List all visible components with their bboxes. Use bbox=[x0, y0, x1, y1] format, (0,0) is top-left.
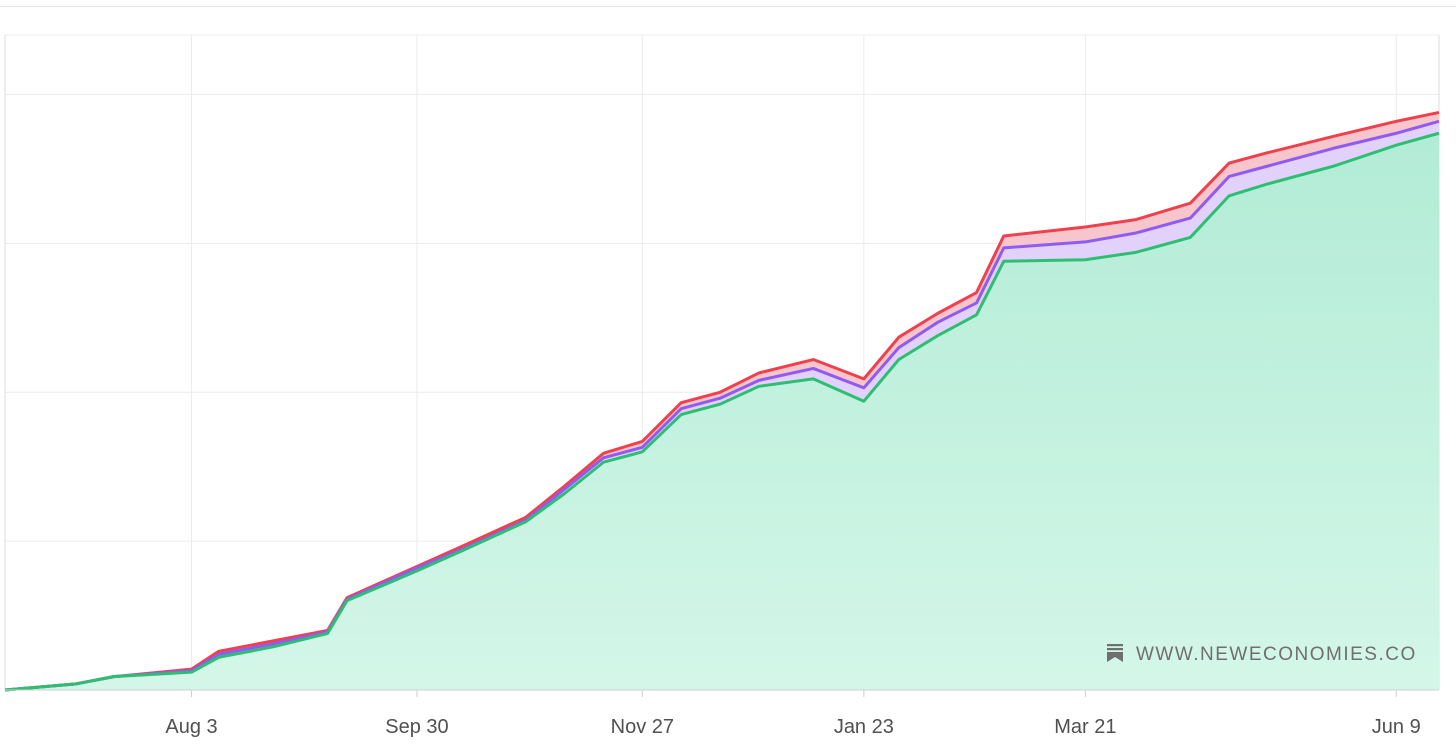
x-tick-label: Aug 3 bbox=[165, 716, 217, 738]
x-axis: Aug 3 Sep 30 Nov 27 Jan 23 Mar 21 Jun 9 bbox=[5, 689, 1439, 738]
x-tick-label: Sep 30 bbox=[385, 716, 448, 738]
x-tick-label: Nov 27 bbox=[611, 716, 674, 738]
series-line bbox=[4, 131, 1440, 692]
top-border bbox=[0, 6, 1456, 7]
x-tick-label: Jan 23 bbox=[834, 716, 894, 738]
series-line bbox=[4, 110, 1440, 692]
x-tick-label: Jun 9 bbox=[1372, 716, 1421, 738]
series-area-layer bbox=[5, 112, 1439, 691]
bookmark-stack-icon bbox=[1106, 643, 1124, 668]
watermark: WWW.NEWECONOMIES.CO bbox=[1106, 642, 1417, 668]
watermark-text: WWW.NEWECONOMIES.CO bbox=[1136, 644, 1417, 665]
series-line bbox=[4, 119, 1440, 692]
series-line-layer bbox=[4, 110, 1440, 692]
area-fill bbox=[5, 133, 1439, 690]
x-tick-label: Mar 21 bbox=[1054, 716, 1116, 738]
